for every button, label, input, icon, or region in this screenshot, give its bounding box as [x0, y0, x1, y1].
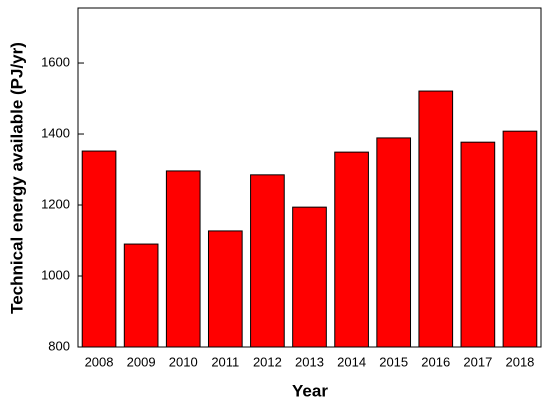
y-axis-title: Technical energy available (PJ/yr) — [7, 42, 26, 314]
x-tick-label: 2017 — [463, 354, 492, 369]
x-tick-label: 2018 — [505, 354, 534, 369]
bar — [460, 141, 496, 348]
bar — [165, 170, 201, 348]
bar — [81, 150, 117, 348]
bar — [502, 130, 538, 348]
x-tick-label: 2010 — [169, 354, 198, 369]
bar — [292, 206, 327, 348]
bar — [207, 230, 243, 348]
bar — [123, 243, 159, 348]
y-tick-label: 1000 — [41, 267, 70, 282]
x-tick-label: 2014 — [337, 354, 366, 369]
x-tick-label: 2011 — [211, 354, 239, 369]
x-tick-label: 2016 — [421, 354, 450, 369]
bar — [376, 137, 412, 348]
y-tick-label: 800 — [48, 338, 70, 353]
y-tick-label: 1200 — [41, 196, 70, 211]
x-tick-label: 2008 — [85, 354, 114, 369]
bar — [334, 151, 369, 348]
y-tick-label: 1600 — [41, 54, 70, 69]
x-tick-label: 2015 — [379, 354, 408, 369]
x-tick-label: 2013 — [295, 354, 324, 369]
x-tick-label: 2012 — [253, 354, 282, 369]
plot-frame — [77, 7, 542, 348]
x-tick-label: 2009 — [127, 354, 156, 369]
y-tick-label: 1400 — [41, 125, 70, 140]
bar — [250, 174, 285, 348]
bar — [418, 90, 454, 348]
x-axis-title: Year — [292, 381, 328, 400]
